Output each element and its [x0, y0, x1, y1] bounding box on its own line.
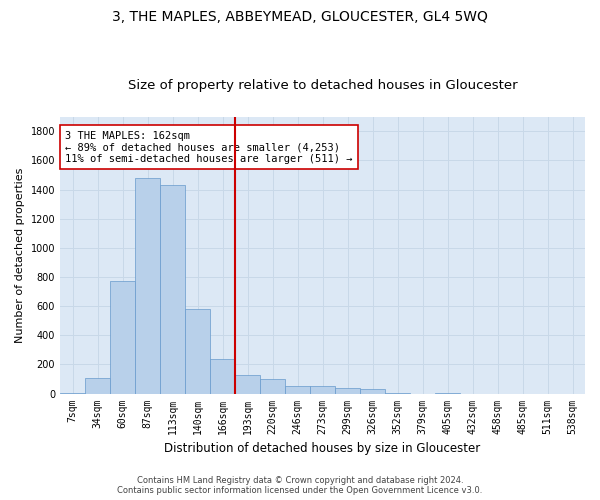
Bar	[136, 178, 160, 394]
Bar	[85, 378, 110, 394]
Bar	[61, 393, 85, 394]
Bar	[286, 386, 310, 394]
Bar	[385, 393, 410, 394]
Bar	[361, 389, 385, 394]
Title: Size of property relative to detached houses in Gloucester: Size of property relative to detached ho…	[128, 79, 517, 92]
Text: 3 THE MAPLES: 162sqm
← 89% of detached houses are smaller (4,253)
11% of semi-de: 3 THE MAPLES: 162sqm ← 89% of detached h…	[65, 130, 353, 164]
Bar	[110, 282, 134, 394]
Y-axis label: Number of detached properties: Number of detached properties	[15, 168, 25, 343]
Bar	[235, 374, 260, 394]
Bar	[436, 393, 460, 394]
X-axis label: Distribution of detached houses by size in Gloucester: Distribution of detached houses by size …	[164, 442, 481, 455]
Bar	[211, 358, 235, 394]
Text: Contains HM Land Registry data © Crown copyright and database right 2024.
Contai: Contains HM Land Registry data © Crown c…	[118, 476, 482, 495]
Bar	[310, 386, 335, 394]
Bar	[185, 309, 209, 394]
Bar	[335, 388, 359, 394]
Bar	[260, 379, 284, 394]
Text: 3, THE MAPLES, ABBEYMEAD, GLOUCESTER, GL4 5WQ: 3, THE MAPLES, ABBEYMEAD, GLOUCESTER, GL…	[112, 10, 488, 24]
Bar	[160, 185, 185, 394]
